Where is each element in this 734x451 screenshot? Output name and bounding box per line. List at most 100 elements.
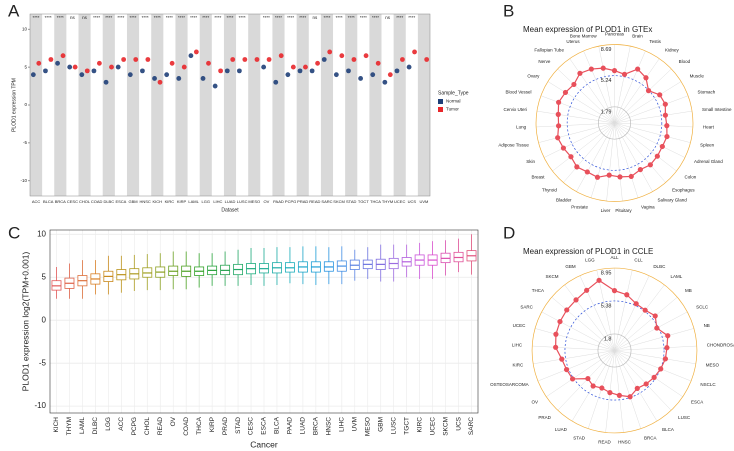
r-grid: [597, 106, 632, 140]
category-label: Skin: [526, 159, 535, 164]
significance-label: ****: [33, 15, 40, 20]
category-label: SCLC: [696, 304, 709, 309]
spoke: [536, 122, 615, 128]
x-tick-label: SARC: [321, 199, 332, 204]
radar-point: [553, 344, 559, 350]
point: [55, 60, 60, 66]
point: [400, 57, 405, 62]
x-tick-label: UCEC: [394, 199, 405, 204]
spoke: [614, 350, 696, 365]
x-tick-label: COAD: [183, 417, 190, 436]
significance-label: ns: [82, 15, 88, 20]
point: [375, 60, 381, 66]
x-tick-label: THCA: [370, 199, 381, 204]
y-tick-label: -5: [39, 358, 47, 367]
point: [164, 72, 170, 78]
category-label: Bone Marrow: [570, 34, 598, 39]
point: [363, 53, 369, 59]
point: [115, 64, 121, 70]
significance-label: ****: [360, 15, 367, 20]
y-tick-label: 10: [37, 229, 46, 238]
category-label: CHONDROSARCOMA: [707, 343, 734, 348]
radar-point: [568, 154, 574, 160]
point: [127, 72, 133, 78]
column-band: [199, 14, 212, 196]
significance-label: ****: [348, 15, 355, 20]
radar-point: [651, 374, 657, 380]
point: [91, 68, 97, 74]
x-tick-label: CESC: [67, 199, 78, 204]
legend-title: Sample_Type: [438, 90, 469, 96]
category-label: ESCA: [691, 400, 703, 405]
y-tick-label: -10: [20, 178, 27, 183]
spoke: [538, 122, 615, 143]
spoke: [576, 122, 615, 192]
significance-label: ****: [57, 15, 64, 20]
category-label: PRAD: [538, 415, 551, 420]
spoke: [614, 122, 691, 143]
spoke: [614, 122, 693, 128]
category-label: Prostate: [571, 205, 588, 210]
category-label: Uterus: [566, 39, 580, 44]
radar-point: [665, 333, 671, 339]
point: [387, 72, 393, 78]
radar-point: [573, 297, 579, 303]
spoke: [614, 122, 623, 202]
x-tick-label: ESCA: [115, 199, 126, 204]
column-band: [126, 14, 140, 196]
y-axis-label: PLOD1 expression log2(TPM+0.001): [20, 252, 30, 392]
point: [67, 64, 73, 70]
significance-label: ****: [166, 15, 173, 20]
point: [358, 76, 364, 81]
radar-point: [662, 101, 668, 107]
r-grid: [531, 267, 698, 434]
radar-point: [654, 325, 660, 331]
x-tick-label: THYM: [66, 417, 73, 435]
x-tick-label: OV: [263, 199, 269, 204]
radar-point: [611, 68, 618, 74]
x-tick-label: TGCT: [403, 417, 410, 435]
radar-point: [642, 307, 648, 313]
panel-label: C: [8, 223, 20, 242]
point: [230, 57, 236, 62]
x-tick-label: ESCA: [261, 416, 268, 434]
plot-border: [29, 13, 431, 197]
point: [370, 72, 376, 78]
radar-point: [635, 66, 641, 72]
x-tick-label: ACC: [32, 199, 41, 204]
category-label: LGG: [585, 257, 595, 262]
radar-point: [594, 174, 601, 180]
category-label: HNSC: [618, 440, 632, 445]
plot-border: [49, 229, 479, 414]
significance-label: ****: [105, 15, 112, 20]
category-label: Muscle: [690, 73, 705, 78]
point: [303, 64, 308, 70]
x-tick-label: SKCM: [442, 417, 449, 436]
x-tick-label: HNSC: [326, 417, 333, 436]
x-tick-label: UCS: [408, 199, 417, 204]
significance-label: ns: [312, 15, 318, 20]
radar-point: [645, 88, 652, 94]
radar-point: [643, 381, 649, 387]
r-grid: [566, 75, 663, 171]
x-tick-label: KIRP: [209, 417, 216, 432]
category-label: Spleen: [700, 142, 715, 147]
significance-label: ****: [154, 15, 161, 20]
x-tick-label: READ: [309, 199, 320, 204]
spoke: [590, 122, 615, 198]
x-tick-label: KICH: [53, 417, 60, 433]
x-tick-label: LGG: [202, 199, 210, 204]
radar-point: [555, 123, 562, 129]
y-tick-label: 0: [24, 102, 27, 107]
x-tick-label: STAD: [235, 417, 242, 434]
significance-label: ****: [323, 15, 330, 20]
category-label: MESO: [706, 363, 720, 368]
column-band: [417, 14, 430, 196]
r-grid: [597, 333, 632, 368]
significance-label: ****: [93, 15, 100, 20]
radar-point: [577, 70, 583, 76]
radar-point: [664, 345, 670, 351]
point: [206, 60, 211, 66]
x-tick-label: READ: [157, 417, 164, 435]
category-label: Ovary: [527, 73, 540, 78]
